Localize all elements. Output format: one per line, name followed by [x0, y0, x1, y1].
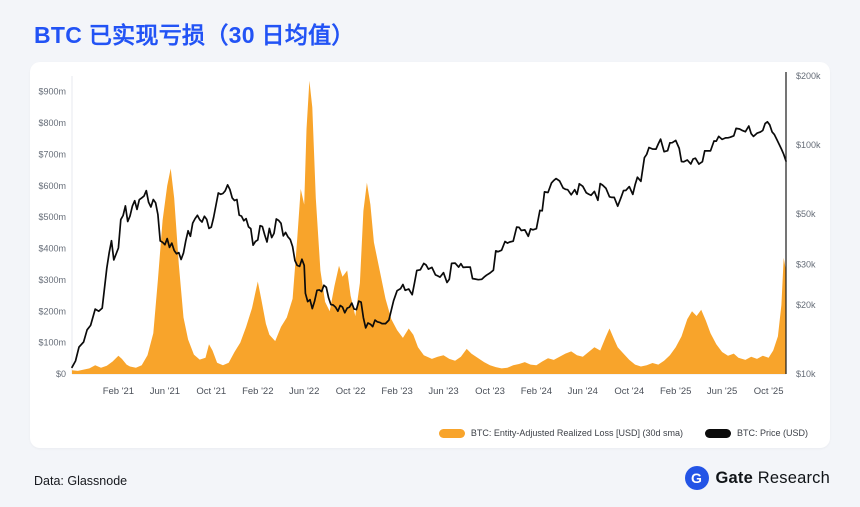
x-axis-tick-label: Jun '24 [568, 386, 598, 397]
right-axis-tick-label: $50k [796, 209, 816, 219]
x-axis-tick-label: Feb '23 [381, 386, 412, 397]
right-axis-tick-label: $20k [796, 300, 816, 310]
left-axis-tick-label: $500m [38, 212, 66, 222]
x-axis-tick-label: Oct '22 [336, 386, 366, 397]
gate-research-wordmark: Gate Research [716, 469, 831, 488]
left-axis-tick-label: $600m [38, 181, 66, 191]
brand-gate: Gate [715, 468, 753, 487]
legend-item-price: BTC: Price (USD) [704, 428, 808, 438]
right-axis-tick-label: $10k [796, 369, 816, 379]
left-axis-tick-label: $0 [56, 369, 66, 379]
legend-label-price: BTC: Price (USD) [736, 428, 808, 438]
legend-swatch-price [704, 428, 731, 438]
x-axis-tick-label: Jun '23 [428, 386, 458, 397]
left-axis-tick-label: $300m [38, 275, 66, 285]
x-axis-tick-label: Jun '21 [150, 386, 180, 397]
legend-label-loss: BTC: Entity-Adjusted Realized Loss [USD]… [470, 428, 683, 438]
gate-logo-icon: G [684, 466, 709, 490]
left-axis-tick-label: $200m [38, 306, 66, 316]
x-axis-tick-label: Oct '24 [614, 386, 644, 397]
chart-card: $0 $100m $200m $300m $400m $500m $600m $700m $80… [30, 62, 830, 448]
left-axis-tick-label: $400m [38, 244, 66, 254]
x-axis-tick-label: Oct '23 [475, 386, 505, 397]
x-axis-tick-label: Oct '25 [754, 386, 784, 397]
x-axis-tick-label: Feb '22 [242, 386, 273, 397]
left-axis-tick-label: $800m [38, 118, 66, 128]
realized-loss-area-series [72, 80, 786, 374]
chart-canvas: $0 $100m $200m $300m $400m $500m $600m $700m $80… [38, 71, 821, 397]
brand-research: Research [757, 468, 830, 487]
chart-legend: BTC: Entity-Adjusted Realized Loss [USD]… [438, 428, 808, 438]
left-axis-tick-label: $900m [38, 87, 66, 97]
data-source-label: Data: Glassnode [34, 474, 128, 488]
left-axis-tick-label: $100m [38, 338, 66, 348]
x-axis-tick-label: Feb '25 [660, 386, 691, 397]
page-title: BTC 已实现亏损（30 日均值） [34, 22, 355, 48]
x-axis-tick-label: Jun '25 [707, 386, 737, 397]
x-axis-tick-label: Oct '21 [196, 386, 226, 397]
legend-item-realized-loss: BTC: Entity-Adjusted Realized Loss [USD]… [438, 428, 683, 438]
gate-research-logo: G Gate Research [684, 466, 831, 490]
legend-swatch-loss [438, 428, 465, 438]
right-axis-tick-label: $200k [796, 71, 821, 81]
x-axis-tick-label: Feb '24 [521, 386, 552, 397]
btc-price-line-series [71, 120, 787, 369]
x-axis-tick-label: Jun '22 [289, 386, 319, 397]
x-axis-tick-label: Feb '21 [103, 386, 134, 397]
right-axis-tick-label: $30k [796, 260, 816, 270]
left-axis-tick-label: $700m [38, 149, 66, 159]
right-axis-tick-label: $100k [796, 140, 821, 150]
